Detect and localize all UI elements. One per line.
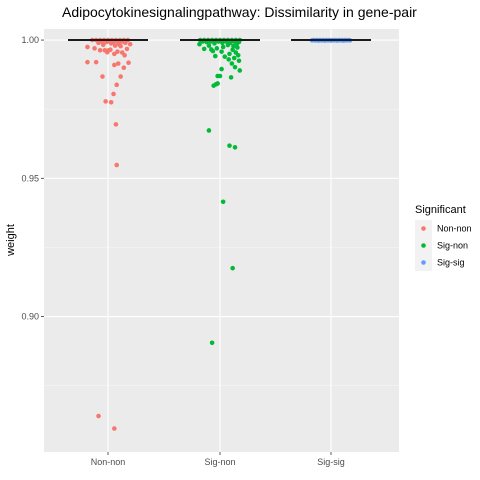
legend-label: Sig-non — [437, 241, 468, 251]
data-point-non-non — [111, 91, 116, 97]
data-point-sig-non — [220, 199, 226, 205]
data-point-non-non — [123, 40, 128, 46]
y-tick-label: 1.00 — [21, 35, 39, 45]
data-point-sig-non — [230, 265, 235, 271]
data-point-non-non — [108, 99, 114, 105]
legend-label: Non-non — [437, 224, 472, 234]
y-tick-label: 0.95 — [21, 173, 39, 183]
data-point-sig-non — [209, 340, 215, 346]
plot-background — [44, 29, 399, 452]
y-tick-label: 0.90 — [21, 312, 39, 322]
data-point-non-non — [114, 162, 119, 168]
data-point-non-non — [97, 47, 103, 53]
data-point-sig-non — [226, 57, 231, 62]
plot-panel — [44, 29, 399, 452]
data-point-sig-non — [232, 64, 238, 70]
data-point-sig-non — [220, 44, 226, 50]
y-axis: 0.90 0.95 1.00 — [21, 35, 44, 322]
legend-key-sig-sig — [421, 260, 426, 265]
data-point-sig-non — [227, 51, 232, 57]
legend-title: Significant — [415, 204, 466, 216]
data-point-non-non — [93, 59, 99, 65]
legend: Significant Non-non Sig-non Sig-sig — [415, 204, 472, 271]
data-point-sig-non — [201, 46, 207, 52]
data-point-sig-non — [197, 41, 202, 47]
data-point-non-non — [85, 59, 90, 65]
data-point-non-non — [112, 43, 118, 48]
data-point-sig-non — [231, 43, 236, 49]
data-point-non-non — [100, 42, 106, 48]
data-point-non-non — [92, 46, 97, 51]
data-point-sig-non — [225, 42, 231, 48]
data-point-sig-non — [228, 75, 234, 80]
data-point-sig-non — [217, 73, 223, 79]
data-point-non-non — [127, 41, 133, 47]
data-point-sig-non — [235, 45, 240, 50]
data-point-non-non — [126, 60, 131, 66]
x-tick-label: Sig-sig — [317, 457, 345, 467]
data-point-non-non — [121, 65, 127, 71]
data-point-sig-non — [219, 49, 224, 54]
data-point-non-non — [113, 122, 119, 127]
data-point-sig-non — [212, 41, 217, 46]
data-point-non-non — [114, 82, 119, 88]
minor-gridlines — [44, 108, 399, 386]
data-point-sig-non — [212, 53, 218, 59]
data-point-sig-non — [237, 68, 243, 73]
data-point-non-non — [112, 426, 117, 431]
data-point-sig-non — [206, 128, 212, 133]
legend-key-sig-non — [421, 243, 426, 248]
y-axis-title: weight — [5, 224, 17, 257]
data-point-sig-non — [230, 47, 235, 53]
data-point-sig-non — [231, 55, 237, 61]
data-point-sig-non — [214, 46, 220, 51]
data-point-sig-non — [219, 66, 224, 72]
legend-label: Sig-sig — [437, 258, 465, 268]
x-tick-label: Sig-non — [204, 457, 235, 467]
x-axis: Non-non Sig-non Sig-sig — [91, 452, 345, 467]
data-point-non-non — [100, 74, 105, 79]
data-point-sig-non — [211, 83, 216, 88]
data-point-sig-non — [227, 143, 232, 148]
data-point-non-non — [115, 61, 121, 66]
data-point-sig-non — [229, 61, 235, 66]
data-point-non-non — [104, 49, 110, 55]
data-point-sig-non — [232, 145, 238, 150]
x-tick-label: Non-non — [91, 457, 126, 467]
data-point-sig-non — [206, 43, 212, 48]
data-point-non-non — [112, 51, 117, 57]
data-point-sig-non — [222, 54, 228, 59]
data-point-sig-non — [235, 52, 241, 58]
chart-title: Adipocytokinesignalingpathway: Dissimila… — [62, 4, 417, 20]
data-point-non-non — [108, 41, 114, 46]
legend-key-non-non — [421, 226, 426, 231]
data-point-non-non — [118, 74, 123, 79]
data-point-sig-non — [215, 81, 220, 86]
data-point-non-non — [96, 40, 101, 46]
data-point-non-non — [112, 62, 117, 68]
data-point-non-non — [103, 99, 108, 104]
data-point-sig-non — [236, 58, 242, 64]
data-point-non-non — [124, 46, 130, 52]
data-point-non-non — [122, 52, 127, 58]
data-point-sig-non — [220, 40, 225, 46]
data-point-non-non — [118, 43, 123, 49]
data-point-non-non — [96, 413, 101, 419]
data-point-non-non — [85, 44, 90, 50]
data-point-sig-non — [210, 48, 216, 54]
